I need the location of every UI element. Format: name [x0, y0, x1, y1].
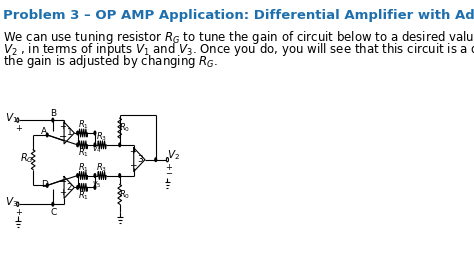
- Circle shape: [94, 186, 96, 189]
- Text: D: D: [41, 180, 48, 189]
- Text: $V_1$: $V_1$: [5, 111, 18, 125]
- Text: −: −: [128, 160, 136, 169]
- Circle shape: [52, 118, 54, 122]
- Circle shape: [77, 131, 79, 135]
- Circle shape: [94, 143, 96, 147]
- Circle shape: [17, 202, 19, 206]
- Text: $R_3$: $R_3$: [96, 161, 108, 174]
- Text: $v_4$: $v_4$: [92, 145, 101, 155]
- Circle shape: [119, 143, 120, 147]
- Text: $R_0$: $R_0$: [119, 122, 130, 134]
- Text: −: −: [59, 132, 67, 142]
- Circle shape: [77, 174, 79, 177]
- Circle shape: [17, 118, 19, 122]
- Circle shape: [77, 143, 79, 147]
- Circle shape: [166, 158, 168, 162]
- Text: $R_3$: $R_3$: [96, 131, 108, 143]
- Text: $v_5$: $v_5$: [92, 179, 101, 190]
- Text: $R_0$: $R_0$: [119, 188, 130, 201]
- Text: $R_1$: $R_1$: [78, 119, 89, 131]
- Text: $V_2$ , in terms of inputs $V_1$ and $V_3$. Once you do, you will see that this : $V_2$ , in terms of inputs $V_1$ and $V_…: [3, 41, 474, 58]
- Text: $V_3$: $V_3$: [5, 195, 18, 209]
- Text: −: −: [165, 169, 172, 178]
- Text: +: +: [15, 208, 22, 217]
- Text: A: A: [41, 127, 47, 135]
- Circle shape: [94, 174, 96, 177]
- Circle shape: [94, 131, 96, 135]
- Text: $R_1$: $R_1$: [78, 161, 89, 174]
- Text: +: +: [59, 188, 66, 197]
- Text: $R_1$: $R_1$: [78, 189, 89, 201]
- Text: the gain is adjusted by changing $R_G$.: the gain is adjusted by changing $R_G$.: [3, 53, 218, 70]
- Text: $R_1$: $R_1$: [78, 146, 89, 159]
- Text: +: +: [59, 122, 66, 130]
- Text: +: +: [129, 147, 136, 156]
- Circle shape: [46, 133, 48, 137]
- Text: $R_G$: $R_G$: [20, 151, 34, 165]
- Circle shape: [155, 158, 156, 161]
- Text: C: C: [50, 208, 56, 217]
- Circle shape: [119, 174, 120, 177]
- Circle shape: [46, 184, 48, 187]
- Text: 2: 2: [67, 183, 73, 192]
- Text: +: +: [165, 163, 172, 172]
- Text: 1: 1: [67, 129, 73, 138]
- Text: Problem 3 – OP AMP Application: Differential Amplifier with Adjustable gain: Problem 3 – OP AMP Application: Differen…: [3, 9, 474, 22]
- Text: We can use tuning resistor $R_G$ to tune the gain of circuit below to a desired : We can use tuning resistor $R_G$ to tune…: [3, 29, 474, 46]
- Text: 3: 3: [137, 155, 143, 164]
- Circle shape: [52, 203, 54, 206]
- Circle shape: [77, 186, 79, 189]
- Text: B: B: [50, 109, 56, 118]
- Text: $V_2$: $V_2$: [166, 148, 180, 162]
- Text: +: +: [15, 124, 22, 133]
- Text: −: −: [59, 178, 67, 188]
